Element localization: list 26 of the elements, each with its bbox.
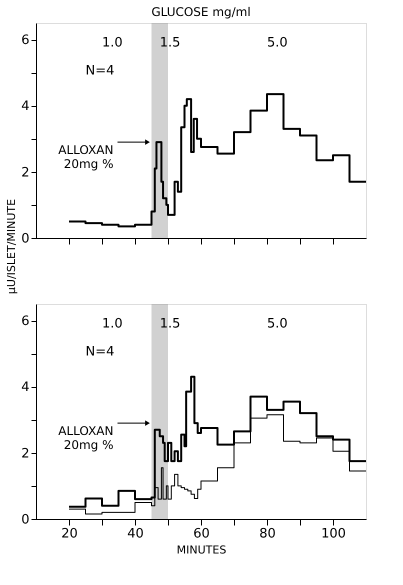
annotation: 1.0 — [102, 35, 123, 50]
y-tick-label: 6 — [21, 33, 30, 48]
annotation: N=4 — [86, 63, 114, 78]
y-tick-label: 0 — [21, 232, 30, 246]
x-tick-label: 20 — [61, 526, 78, 542]
annotation: N=4 — [86, 344, 114, 360]
x-tick-label: 100 — [321, 526, 346, 542]
y-tick-label: 2 — [21, 165, 30, 180]
x-tick-label: 60 — [193, 526, 210, 542]
annotation: 5.0 — [267, 35, 288, 50]
y-tick-label: 2 — [21, 446, 30, 462]
y-tick-label: 4 — [21, 99, 30, 114]
chart-title: GLUCOSE mg/ml — [151, 5, 251, 19]
y-tick-label: 6 — [21, 314, 30, 330]
y-tick-label: 4 — [21, 380, 30, 396]
annotation: 1.0 — [102, 316, 123, 332]
y-tick-label: 0 — [21, 512, 30, 528]
annotation: 1.5 — [160, 35, 180, 50]
annotation: ALLOXAN 20mg % — [58, 424, 114, 452]
annotation: ALLOXAN 20mg % — [58, 143, 114, 172]
annotation: 5.0 — [267, 316, 288, 332]
x-tick-label: 40 — [127, 526, 144, 542]
x-axis-title: MINUTES — [176, 544, 226, 556]
annotation: 1.5 — [160, 316, 180, 332]
x-tick-label: 80 — [259, 526, 276, 542]
y-axis-title: μU/ISLET/MINUTE — [5, 198, 18, 294]
